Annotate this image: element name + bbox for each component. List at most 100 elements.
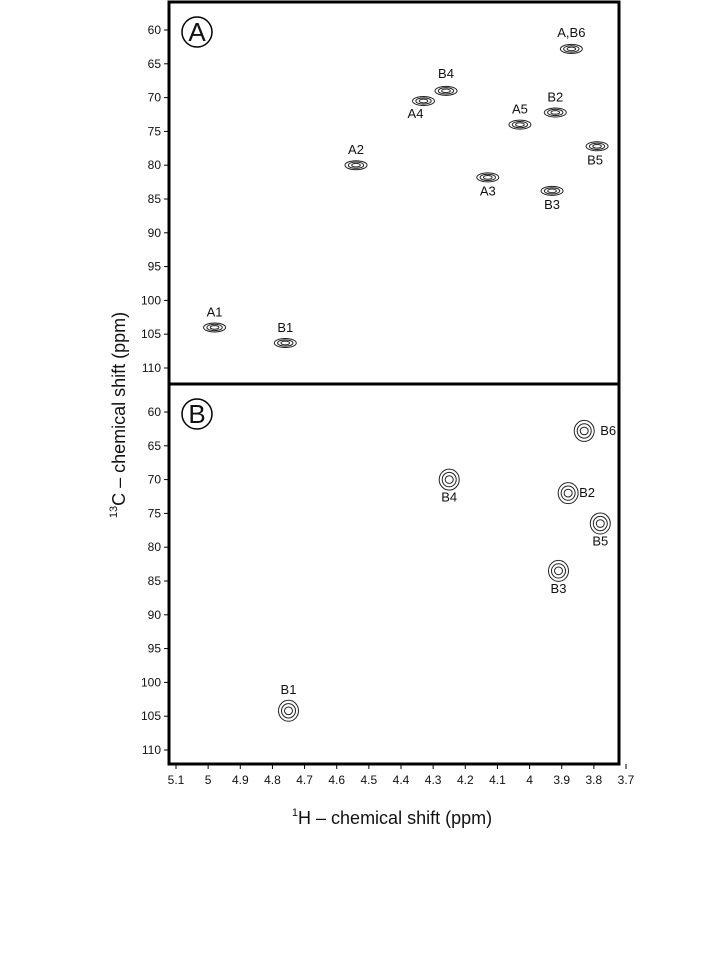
y-tick-label: 65 xyxy=(148,57,162,71)
panel-frame xyxy=(167,382,621,766)
peak-label: A4 xyxy=(408,106,424,121)
y-tick-label: 60 xyxy=(148,23,162,37)
contour-ring xyxy=(563,488,573,498)
x-tick-label: 3.7 xyxy=(618,773,635,787)
contour-ring xyxy=(476,172,500,183)
y-tick-label: 75 xyxy=(148,506,162,520)
contour-ring xyxy=(351,162,361,168)
y-tick-label: 70 xyxy=(148,91,162,105)
contour-ring xyxy=(281,703,296,719)
x-tick-label: 4 xyxy=(526,773,533,787)
contour-ring xyxy=(508,119,532,130)
peak-label: A5 xyxy=(512,102,528,117)
y-tick-label: 85 xyxy=(148,574,162,588)
x-tick-label: 3.8 xyxy=(586,773,603,787)
peak-contour xyxy=(273,337,297,348)
y-tick-label: 95 xyxy=(148,260,162,274)
y-tick-label: 110 xyxy=(142,743,161,757)
peak-label: B1 xyxy=(281,682,297,697)
contour-ring xyxy=(551,563,566,579)
contour-ring xyxy=(563,45,580,53)
contour-ring xyxy=(515,122,525,127)
panel-a: A 60 65 70 75 80 85 90 95 100 105 110 A1 B1 A2 A4 B4 A3 A5… xyxy=(141,0,621,386)
x-tick-label: 4.7 xyxy=(296,773,313,787)
contour-ring xyxy=(412,95,435,106)
x-tick-label: 4.6 xyxy=(328,773,345,787)
contour-ring xyxy=(547,188,557,194)
peak-contour xyxy=(548,559,569,582)
y-tick-label: 70 xyxy=(148,473,162,487)
peak-contour xyxy=(543,107,567,118)
x-tick-label: 3.9 xyxy=(553,773,570,787)
peak-label: B5 xyxy=(592,534,608,549)
peak-label: B4 xyxy=(441,490,457,505)
y-tick-label: 90 xyxy=(148,608,162,622)
y-tick-label: 105 xyxy=(141,327,161,341)
peak-label: B3 xyxy=(551,581,567,596)
x-axis-title-text: H – chemical shift (ppm) xyxy=(298,808,492,828)
y-tick-label: 110 xyxy=(142,361,161,375)
contour-ring xyxy=(540,185,564,196)
contour-ring xyxy=(560,485,576,501)
y-tick-label: 75 xyxy=(148,124,162,138)
contour-ring xyxy=(576,423,592,439)
y-tick-label: 100 xyxy=(141,675,161,689)
panel-letter: A xyxy=(188,17,206,47)
peak-contour xyxy=(557,482,579,505)
contour-ring xyxy=(438,468,460,491)
x-axis-title: 1H – chemical shift (ppm) xyxy=(292,807,492,828)
y-tick-label: 90 xyxy=(148,226,162,240)
contour-ring xyxy=(548,559,569,582)
contour-ring xyxy=(566,46,577,52)
contour-ring xyxy=(479,173,496,182)
peak-contour xyxy=(540,185,564,196)
contour-ring xyxy=(543,187,561,195)
x-tick-label: 4.9 xyxy=(232,773,249,787)
peak-contour xyxy=(559,43,583,54)
contour-ring xyxy=(434,85,458,96)
contour-ring xyxy=(592,515,608,532)
contour-ring xyxy=(550,110,561,115)
peak-contour xyxy=(476,172,500,183)
contour-ring xyxy=(273,337,297,348)
y-tick-label: 80 xyxy=(148,158,162,172)
contour-ring xyxy=(437,87,455,95)
contour-ring xyxy=(595,519,605,528)
contour-ring xyxy=(418,98,429,104)
x-tick-label: 5.1 xyxy=(168,773,185,787)
x-tick-label: 4.1 xyxy=(489,773,506,787)
contour-ring xyxy=(280,340,291,346)
contour-ring xyxy=(278,699,299,722)
contour-ring xyxy=(344,160,368,171)
y-tick-label: 80 xyxy=(148,540,162,554)
contour-ring xyxy=(347,161,365,169)
contour-ring xyxy=(589,512,611,535)
peak-label: B2 xyxy=(579,485,595,500)
contour-ring xyxy=(585,141,609,152)
contour-ring xyxy=(547,108,564,117)
contour-ring xyxy=(415,97,432,105)
contour-ring xyxy=(441,471,457,488)
y-axis-title-superscript: 13 xyxy=(108,506,120,518)
contour-ring xyxy=(203,322,227,333)
peak-label: B2 xyxy=(547,89,563,104)
peak-label: A2 xyxy=(348,142,364,157)
panel-letter-circle xyxy=(181,16,213,48)
panel-b: B 60 65 70 75 80 85 90 95 100 105 110 B1 B4 B2 B3 B6 B5 xyxy=(141,382,621,766)
peak-contour xyxy=(508,119,532,130)
peak-contour xyxy=(203,322,227,333)
y-axis-title: 13C – chemical shift (ppm) xyxy=(108,312,129,518)
peak-label: A,B6 xyxy=(557,25,585,40)
contour-ring xyxy=(543,107,567,118)
peak-label: B1 xyxy=(277,320,293,335)
x-tick-label: 4.8 xyxy=(264,773,281,787)
peak-contour xyxy=(434,85,458,96)
x-tick-label: 4.4 xyxy=(393,773,410,787)
panel-letter-circle xyxy=(181,398,213,430)
peak-label: B5 xyxy=(587,152,603,167)
y-axis-title-text: C – chemical shift (ppm) xyxy=(109,312,129,506)
y-tick-label: 60 xyxy=(148,405,162,419)
peak-label: A3 xyxy=(480,183,496,198)
y-tick-label: 85 xyxy=(148,192,162,206)
